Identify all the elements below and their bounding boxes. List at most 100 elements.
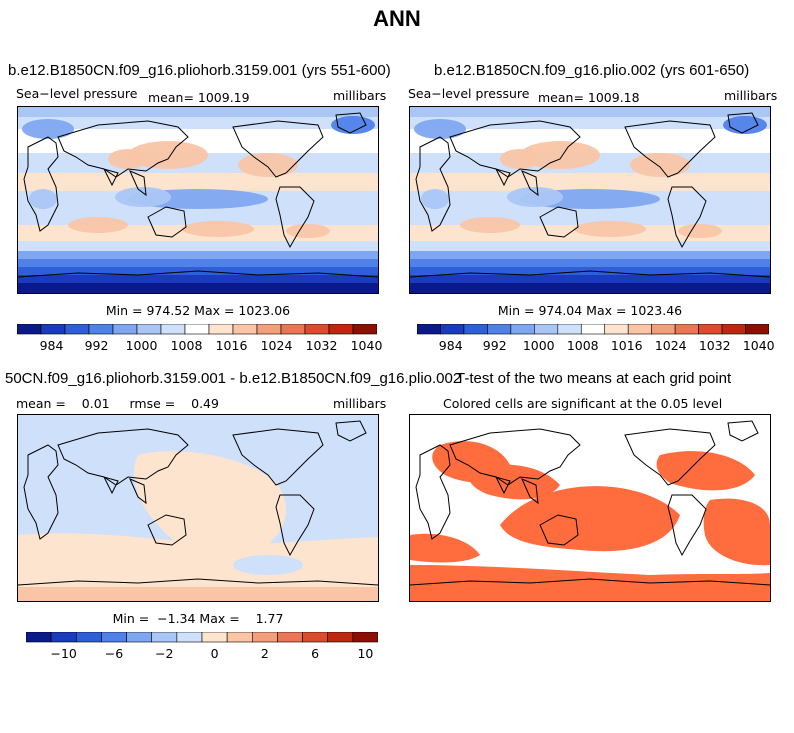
coastline	[335, 420, 367, 442]
panel-3-colorbar: −10 −6 −2 0 2 6 10	[26, 632, 378, 664]
diff-positive-region	[134, 451, 287, 557]
slp-anomaly	[238, 153, 298, 177]
colorbar-cell	[277, 632, 303, 643]
panel-1-units: millibars	[333, 88, 387, 103]
colorbar-cell	[184, 324, 210, 335]
colorbar-tick-label: 1008	[170, 338, 203, 353]
panel-4-map	[409, 414, 771, 602]
colorbar-cell	[302, 632, 329, 643]
coastline	[410, 578, 770, 586]
colorbar-tick-label: −6	[104, 646, 124, 661]
slp-band	[18, 173, 378, 191]
slp-anomaly	[678, 224, 722, 238]
panel-3-title: 50CN.f09_g16.pliohorb.3159.001 - b.e12.B…	[5, 370, 462, 387]
panel-3-map-svg	[18, 415, 378, 601]
colorbar-tick-label: 0	[210, 646, 219, 661]
colorbar-cell	[160, 324, 186, 335]
coastline	[449, 120, 581, 178]
diff-negative-region	[33, 428, 93, 452]
colorbar-cell	[327, 632, 354, 643]
colorbar-cell	[304, 324, 330, 335]
colorbar-cell	[698, 324, 723, 335]
slp-band	[18, 241, 378, 251]
colorbar-cell	[208, 324, 234, 335]
colorbar-cell	[88, 324, 114, 335]
slp-anomaly	[22, 119, 74, 139]
panel-1-map	[17, 106, 379, 294]
colorbar-cell	[487, 324, 512, 335]
colorbar-tick-label: 984	[438, 338, 463, 353]
colorbar-cell	[510, 324, 535, 335]
coastline	[232, 120, 324, 178]
slp-anomaly	[29, 189, 57, 209]
slp-anomaly	[108, 149, 148, 169]
colorbar-cell	[557, 324, 582, 335]
colorbar-tick-label: 1000	[522, 338, 555, 353]
slp-band	[410, 241, 770, 251]
colorbar-tick-label: 2	[260, 646, 269, 661]
colorbar-tick-label: 1024	[654, 338, 687, 353]
significant-region	[410, 565, 770, 601]
coastline	[57, 428, 189, 486]
panel-2-units: millibars	[724, 88, 778, 103]
panel-3-colorbar-ticks: −10 −6 −2 0 2 6 10	[26, 644, 378, 662]
colorbar-cell	[64, 324, 90, 335]
slp-anomaly	[182, 221, 254, 237]
panel-4-subtitle: Colored cells are significant at the 0.0…	[443, 396, 723, 411]
coastline	[147, 514, 187, 546]
slp-band	[18, 259, 378, 267]
coastline	[103, 476, 119, 495]
coastline	[232, 428, 324, 486]
slp-anomaly	[421, 189, 449, 209]
slp-anomaly	[507, 187, 563, 207]
colorbar-cell	[580, 324, 606, 335]
colorbar-cell	[136, 324, 162, 335]
coastline	[667, 186, 707, 249]
slp-band	[18, 117, 378, 129]
colorbar-cell	[604, 324, 629, 335]
slp-anomaly	[414, 119, 466, 139]
panel-2-mean: mean= 1009.18	[538, 90, 640, 105]
colorbar-cell	[651, 324, 676, 335]
colorbar-cell	[328, 324, 354, 335]
coastline	[23, 136, 59, 232]
colorbar-tick-label: 992	[482, 338, 507, 353]
slp-anomaly	[115, 187, 171, 207]
slp-band	[410, 259, 770, 267]
colorbar-tick-label: 1016	[215, 338, 248, 353]
coastline	[449, 428, 581, 486]
colorbar-tick-label: 984	[39, 338, 64, 353]
coastline	[624, 428, 716, 486]
colorbar-cell	[674, 324, 699, 335]
slp-band	[410, 251, 770, 259]
colorbar-cell	[352, 324, 377, 335]
panel-2-title: b.e12.B1850CN.f09_g16.plio.002 (yrs 601-…	[434, 62, 750, 79]
coastline	[727, 112, 759, 134]
colorbar-tick-label: −10	[50, 646, 77, 661]
colorbar-cell	[75, 632, 102, 643]
colorbar-cell	[126, 632, 153, 643]
colorbar-cell	[417, 324, 441, 335]
significant-region	[703, 498, 770, 566]
panel-1-variable: Sea−level pressure	[16, 86, 138, 101]
coastline	[415, 444, 451, 540]
panel-2-variable: Sea−level pressure	[408, 86, 530, 101]
colorbar-cell	[151, 632, 178, 643]
colorbar-tick-label: 1016	[610, 338, 643, 353]
panel-2-map-svg	[410, 107, 770, 293]
colorbar-tick-label: 1040	[742, 338, 775, 353]
diff-positive-region	[18, 587, 378, 601]
coastline	[539, 514, 579, 546]
panel-3-stats: mean = 0.01 rmse = 0.49	[16, 396, 219, 411]
panel-1-minmax: Min = 974.52 Max = 1023.06	[105, 303, 291, 318]
colorbar-cell	[226, 632, 253, 643]
significant-region	[500, 486, 680, 552]
panel-4-title: T-test of the two means at each grid poi…	[456, 370, 732, 387]
colorbar-cell	[721, 324, 746, 335]
coastline	[410, 270, 770, 278]
colorbar-cell	[26, 632, 52, 643]
coastline	[521, 170, 539, 197]
slp-band	[410, 173, 770, 191]
coastline	[275, 186, 315, 249]
colorbar-tick-label: −2	[155, 646, 174, 661]
